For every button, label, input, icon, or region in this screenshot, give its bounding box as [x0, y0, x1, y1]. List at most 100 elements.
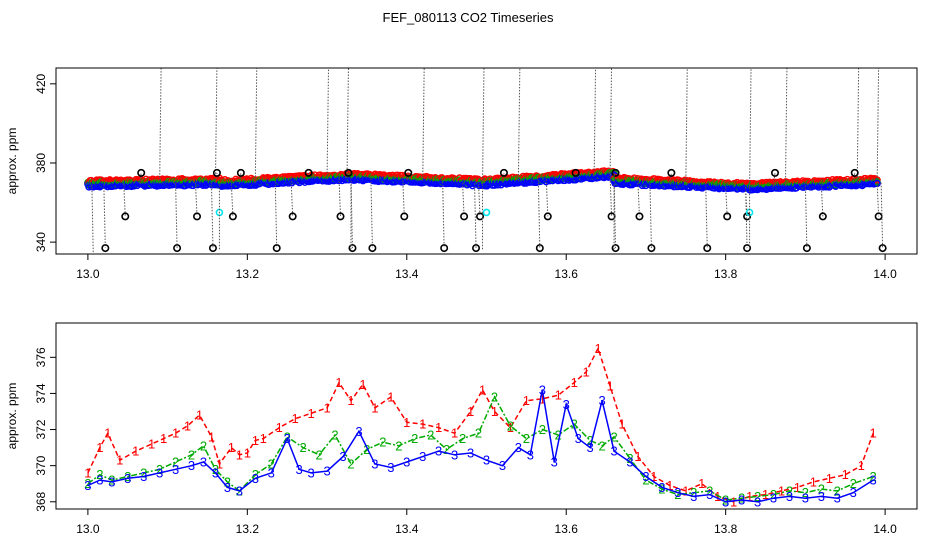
x-tick-label: 13.4: [395, 522, 419, 536]
series-marker-2: 2: [818, 482, 825, 497]
series-marker-3: 3: [563, 397, 570, 412]
series-marker-1: 1: [216, 456, 223, 471]
series-marker-3: 3: [84, 478, 91, 493]
series-marker-1: 1: [491, 404, 498, 419]
series-marker-1: 1: [555, 388, 562, 403]
outlier-point: [611, 244, 620, 253]
spike-line: [876, 182, 880, 217]
series-marker-1: 1: [842, 467, 849, 482]
series-marker-1: 1: [419, 417, 426, 432]
series-marker-3: 3: [850, 485, 857, 500]
outlier-point: [208, 244, 217, 253]
series-marker-3: 3: [706, 487, 713, 502]
series-marker-3: 3: [499, 458, 506, 473]
series-marker-3: 3: [802, 491, 809, 506]
series-marker-1: 1: [778, 483, 785, 498]
outlier-point: [635, 212, 644, 221]
outlier-point: [610, 68, 613, 69]
series-marker-1: 1: [794, 480, 801, 495]
spike-line: [346, 172, 349, 179]
spike-line: [462, 182, 465, 217]
series-marker-3: 3: [252, 471, 259, 486]
series-marker-1: 1: [347, 393, 354, 408]
spike-line: [609, 68, 613, 176]
spike-line: [195, 183, 198, 217]
outlier-point: [802, 244, 811, 253]
series-marker-2: 2: [555, 427, 562, 442]
outlier-point: [667, 168, 676, 177]
series-marker-3: 3: [268, 465, 275, 480]
series-marker-1: 1: [810, 474, 817, 489]
outlier-point: [818, 212, 827, 221]
series-marker-1: 1: [650, 469, 657, 484]
series-marker-3: 3: [598, 393, 605, 408]
series-marker-1: 1: [323, 400, 330, 415]
series-marker-3: 3: [387, 460, 394, 475]
outlier-point: [400, 212, 409, 221]
series-marker-2: 2: [443, 442, 450, 457]
spike-line: [402, 180, 405, 217]
outlier-point: [160, 68, 162, 69]
panel2-axes: 13.0 13.2 13.4 13.6 13.8 14.0 368 370 372 374 376: [34, 347, 897, 536]
spike-line: [876, 68, 880, 183]
series-marker-1: 1: [571, 375, 578, 390]
spike-line: [725, 186, 728, 217]
outlier-point: [519, 68, 521, 69]
outlier-point: [703, 244, 712, 253]
series-marker-3: 3: [307, 465, 314, 480]
spike-line: [880, 182, 884, 249]
panel2-frame: [55, 322, 918, 510]
x-tick-label: 13.8: [714, 267, 738, 281]
spike-line: [745, 187, 748, 249]
series-marker-1: 1: [335, 375, 342, 390]
series-marker-2: 2: [523, 431, 530, 446]
y-tick-label: 374: [34, 383, 48, 403]
series-marker-3: 3: [754, 494, 761, 509]
series-marker-3: 3: [467, 446, 474, 461]
series-marker-1: 1: [196, 408, 203, 423]
series-marker-3: 3: [690, 489, 697, 504]
series-marker-1: 1: [858, 458, 865, 473]
panel1-axes: 13.0 13.2 13.4 13.6 13.8 14.0 340 380 420: [34, 73, 897, 281]
series-marker-3: 3: [188, 458, 195, 473]
series-marker-1: 1: [276, 420, 283, 435]
series-marker-3: 3: [371, 456, 378, 471]
spike-line: [230, 184, 234, 217]
series-marker-2: 2: [411, 431, 418, 446]
outlier-point: [647, 244, 656, 253]
outlier-point: [476, 212, 485, 221]
spike-line: [856, 68, 860, 184]
series-marker-1: 1: [666, 478, 673, 493]
series-marker-3: 3: [435, 444, 442, 459]
x-tick-label: 13.6: [555, 267, 579, 281]
series-marker-2: 2: [188, 447, 195, 462]
outlier-point: [228, 212, 237, 221]
spike-line: [478, 183, 481, 217]
spike-line: [705, 185, 708, 249]
series-marker-1: 1: [682, 483, 689, 498]
series-marker-1: 1: [208, 429, 215, 444]
series-marker-3: 3: [587, 440, 594, 455]
spike-line: [613, 172, 616, 176]
spike-line: [139, 172, 142, 185]
series-marker-2: 2: [347, 456, 354, 471]
series-marker-1: 1: [746, 489, 753, 504]
outlier-point: [750, 68, 752, 69]
y-tick-label: 420: [34, 73, 48, 93]
outlier-point: [368, 244, 377, 253]
series-marker-3: 3: [124, 471, 131, 486]
series-marker-1: 1: [870, 426, 877, 441]
panel1-frame: [55, 67, 918, 255]
x-tick-label: 13.8: [714, 522, 738, 536]
series-marker-1: 1: [172, 426, 179, 441]
series-marker-1: 1: [84, 465, 91, 480]
series-marker-3: 3: [738, 492, 745, 507]
x-tick-label: 13.6: [555, 522, 579, 536]
series-marker-2: 2: [674, 487, 681, 502]
series-marker-1: 1: [292, 411, 299, 426]
spike-line: [685, 68, 688, 185]
outlier-point: [288, 212, 297, 221]
spike-line: [338, 178, 342, 217]
outlier-point: [483, 68, 485, 69]
